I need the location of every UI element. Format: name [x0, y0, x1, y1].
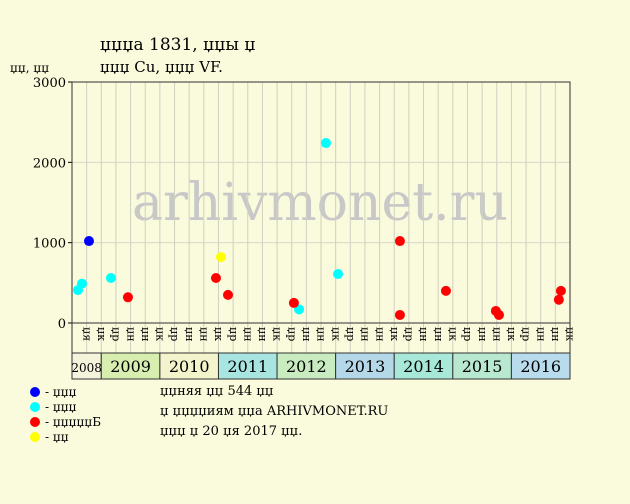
quarter-label: џн — [373, 327, 386, 342]
year-label: 2016 — [520, 357, 561, 376]
quarter-label: џк — [505, 327, 518, 341]
year-label: 2015 — [462, 357, 503, 376]
quarter-label: џк — [95, 327, 108, 341]
quarter-label: џр — [168, 327, 181, 341]
point — [394, 309, 405, 320]
plot-frame — [71, 81, 571, 380]
point — [555, 285, 566, 296]
legend-label: - џџ — [45, 430, 69, 444]
point — [122, 292, 133, 303]
legend-label: - џџџ — [45, 385, 77, 399]
note: џџџ џ 20 џя 2017 џџ. — [160, 424, 302, 439]
quarter-label: џн — [198, 327, 211, 342]
point — [83, 236, 94, 247]
year-label: 2011 — [227, 357, 268, 376]
quarter-label: џк — [271, 327, 284, 341]
quarter-label: џн — [300, 327, 313, 342]
quarter-label: џн — [476, 327, 489, 342]
quarter-label: џр — [461, 327, 474, 341]
quarter-label: џр — [110, 327, 123, 341]
point — [105, 273, 116, 284]
legend-label: - џџџџџБ — [45, 415, 101, 429]
note: џ џџџџиям џџа ARHIVMONET.RU — [160, 404, 388, 419]
quarter-label: џк — [388, 327, 401, 341]
watermark: arhivmonet.ru — [132, 173, 508, 233]
y-tick-label: 1000 — [33, 237, 66, 252]
quarter-label: џн — [490, 327, 503, 342]
quarter-label: џя — [80, 327, 93, 341]
legend-marker — [30, 387, 40, 397]
quarter-label: џр — [227, 327, 240, 341]
y-tick-label: 2000 — [33, 156, 66, 171]
year-label: 2010 — [169, 357, 210, 376]
legend-marker — [30, 417, 40, 427]
chart-subtitle: џџџ Cu, џџџ VF. — [100, 58, 223, 76]
point — [332, 268, 343, 279]
quarter-label: џн — [139, 327, 152, 342]
quarter-label: џк — [154, 327, 167, 341]
y-tick-label: 3000 — [33, 76, 66, 91]
y-tick-label: 0 — [58, 317, 66, 332]
point — [440, 285, 451, 296]
note: џџняя џџ 544 џџ — [160, 384, 274, 399]
quarter-label: џн — [534, 327, 547, 342]
quarter-label: џн — [183, 327, 196, 342]
quarter-label: џн — [124, 327, 137, 342]
point — [493, 309, 504, 320]
quarter-label: џн — [256, 327, 269, 342]
year-box — [510, 352, 571, 380]
quarter-label: џн — [315, 327, 328, 342]
quarter-label: џк — [212, 327, 225, 341]
quarter-label: џн — [417, 327, 430, 342]
point — [215, 252, 226, 263]
point — [320, 138, 331, 149]
point — [222, 289, 233, 300]
legend-marker — [30, 402, 40, 412]
quarter-label: џр — [285, 327, 298, 341]
y-axis-label: џџ, џџ — [10, 61, 49, 75]
legend-label: - џџџ — [45, 400, 77, 414]
point — [76, 278, 87, 289]
quarter-label: џр — [344, 327, 357, 341]
quarter-label: џн — [359, 327, 372, 342]
legend-marker — [30, 432, 40, 442]
year-box — [393, 352, 454, 380]
year-label: 2014 — [403, 357, 444, 376]
year-label: 2008 — [71, 361, 102, 375]
quarter-label: џн — [432, 327, 445, 342]
quarter-label: џк — [447, 327, 460, 341]
year-label: 2012 — [286, 357, 327, 376]
point — [394, 236, 405, 247]
quarter-label: џн — [241, 327, 254, 342]
chart-title: џџџа 1831, џџы џ — [100, 35, 255, 55]
year-label: 2009 — [110, 357, 151, 376]
quarter-label: џк — [329, 327, 342, 341]
year-label: 2013 — [345, 357, 386, 376]
point — [210, 273, 221, 284]
year-box — [217, 352, 278, 380]
year-box — [452, 352, 512, 380]
quarter-label: џн — [549, 327, 562, 342]
quarter-label: џр — [520, 327, 533, 341]
point — [553, 294, 564, 305]
quarter-label: џр — [403, 327, 416, 341]
point — [288, 297, 299, 308]
